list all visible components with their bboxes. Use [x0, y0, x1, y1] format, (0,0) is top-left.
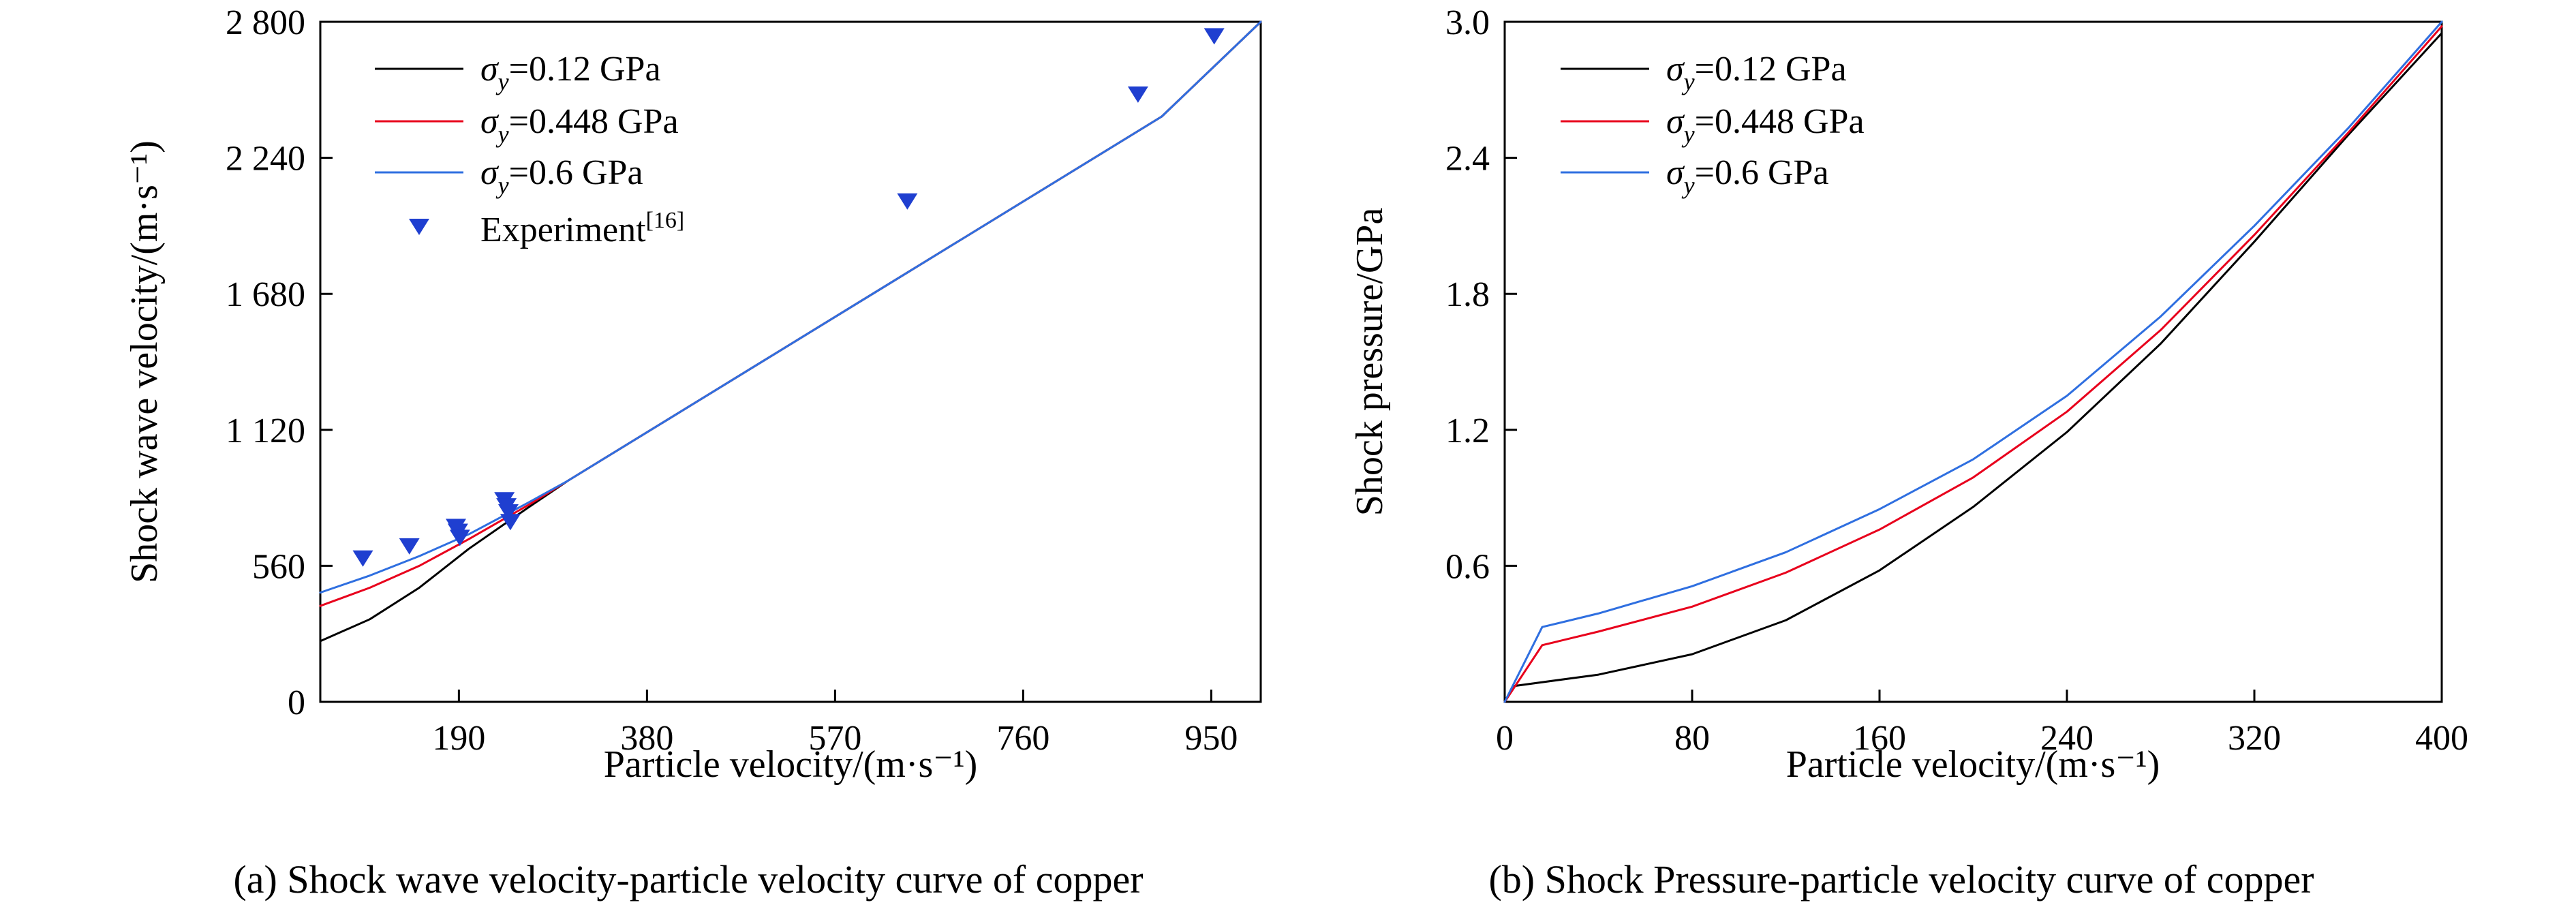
panel-a-y-axis-title: Shock wave velocity/(m·s⁻¹) — [123, 140, 166, 583]
panel-a-legend-subscript-1: y — [496, 121, 509, 148]
panel-b-series-line-1 — [1503, 25, 2443, 703]
panel-a-legend-marker-experiment — [409, 219, 429, 235]
panel-a-experiment-marker — [449, 529, 470, 546]
panel-a-experiment-marker — [498, 504, 519, 521]
panel-b-legend-label-2: σy=0.6 GPa — [1666, 153, 1829, 199]
panel-a-legend-label-2: σy=0.6 GPa — [480, 153, 643, 199]
panel-a-legend-value-2: =0.6 GPa — [509, 153, 643, 192]
panel-b-frame — [1503, 20, 2443, 703]
panel-a-legend-value-1: =0.448 GPa — [509, 102, 679, 141]
panel-a-caption: (a) Shock wave velocity-particle velocit… — [233, 857, 1143, 902]
panel-a-series-lines — [319, 20, 1262, 643]
panel-b-legend-item-0: σy=0.12 GPa — [1561, 50, 1847, 95]
panel-a-experiment-marker — [1203, 28, 1225, 45]
panel-b-y-tick-label: 1.8 — [1445, 275, 1490, 314]
panel-a-legend-label-0: σy=0.12 GPa — [480, 50, 661, 95]
panel-a-legend-experiment-text: Experiment — [480, 211, 646, 249]
panel-a-experiment-marker — [1127, 86, 1148, 103]
panel-b-legend-label-1: σy=0.448 GPa — [1666, 102, 1865, 148]
panel-a-legend-item-1: σy=0.448 GPa — [375, 102, 679, 148]
panel-b-legend-subscript-0: y — [1682, 68, 1695, 95]
panel-a-plot-area: 190 380 570 760 950 0 560 1 120 1 680 2 240 2 800 — [226, 3, 1262, 758]
panel-b-legend-item-1: σy=0.448 GPa — [1561, 102, 1865, 148]
panel-a-legend-label-1: σy=0.448 GPa — [480, 102, 679, 148]
panel-a-legend-value-0: =0.12 GPa — [509, 50, 661, 89]
panel-b-legend-subscript-1: y — [1682, 121, 1695, 148]
panel-a-legend: σy=0.12 GPa σy=0.448 GPa σy=0.6 GPa Expe… — [375, 50, 684, 249]
panel-a-legend-experiment-ref: [16] — [646, 208, 685, 233]
panel-a-y-tick-label: 1 680 — [226, 275, 305, 314]
panel-a-series-line-2 — [319, 20, 1262, 594]
panel-a-frame — [319, 20, 1262, 703]
panel-a-x-axis-title: Particle velocity/(m·s⁻¹) — [604, 743, 978, 786]
panel-a-x-tick-label: 760 — [996, 719, 1049, 758]
panel-b-y-tick-label: 0.6 — [1445, 547, 1490, 586]
panel-a-y-tick-label: 560 — [252, 547, 305, 586]
panel-b-y-tick-label: 3.0 — [1445, 3, 1490, 42]
panel-a-legend-subscript-2: y — [496, 172, 509, 199]
panel-a-y-ticks: 0 560 1 120 1 680 2 240 2 800 — [226, 3, 333, 722]
panel-a-experiment-marker — [352, 550, 373, 567]
panel-a-legend-symbol-0: σ — [480, 50, 500, 89]
panel-b-y-tick-label: 2.4 — [1445, 140, 1490, 179]
panel-b-plot-area: 0 80 160 240 320 400 0.6 1.2 1.8 2.4 3.0 — [1445, 3, 2468, 758]
panel-b-y-ticks: 0.6 1.2 1.8 2.4 3.0 — [1445, 3, 1517, 586]
panel-b-x-axis-title: Particle velocity/(m·s⁻¹) — [1786, 743, 2160, 786]
panel-a-experiment-marker — [500, 514, 521, 531]
panel-b-x-tick-label: 400 — [2415, 719, 2468, 758]
panel-a-x-tick-label: 570 — [808, 719, 861, 758]
panel-a-legend-subscript-0: y — [496, 68, 509, 95]
panel-b-series-line-2 — [1503, 20, 2443, 703]
panel-b-legend-symbol-0: σ — [1666, 50, 1685, 89]
panel-a-x-tick-label: 190 — [432, 719, 485, 758]
panel-b-series-line-0 — [1503, 32, 2443, 703]
panel-a-legend-item-2: σy=0.6 GPa — [375, 153, 643, 199]
panel-a-legend-item-0: σy=0.12 GPa — [375, 50, 661, 95]
panel-b-legend: σy=0.12 GPa σy=0.448 GPa σy=0.6 GPa — [1561, 50, 1865, 199]
panel-b-y-axis-title: Shock pressure/GPa — [1349, 208, 1391, 517]
panel-b-caption: (b) Shock Pressure-particle velocity cur… — [1488, 857, 2314, 902]
panel-b-x-ticks: 0 80 160 240 320 400 — [1496, 690, 2468, 758]
panel-b-legend-symbol-2: σ — [1666, 153, 1685, 192]
panel-b-x-tick-label: 320 — [2228, 719, 2281, 758]
panel-a-y-tick-label: 2 240 — [226, 140, 305, 179]
panel-a-y-tick-label: 1 120 — [226, 412, 305, 450]
panel-a-x-tick-label: 380 — [620, 719, 673, 758]
panel-a-legend-symbol-1: σ — [480, 102, 500, 141]
panel-b-legend-symbol-1: σ — [1666, 102, 1685, 141]
panel-b-y-tick-label: 1.2 — [1445, 412, 1490, 450]
panel-a-y-tick-label: 2 800 — [226, 3, 305, 42]
panel-b-legend-value-1: =0.448 GPa — [1695, 102, 1865, 141]
panel-a-legend-symbol-2: σ — [480, 153, 500, 192]
panel-a-x-tick-label: 950 — [1184, 719, 1238, 758]
panel-b-series-lines — [1503, 20, 2443, 703]
panel-a-experiment-marker — [897, 193, 918, 210]
panel-a-experiment-markers — [352, 28, 1225, 567]
panel-a-legend-label-experiment: Experiment[16] — [480, 208, 684, 249]
panel-b-legend-item-2: σy=0.6 GPa — [1561, 153, 1829, 199]
panel-b-x-tick-label: 160 — [1853, 719, 1906, 758]
panel-a: 190 380 570 760 950 0 560 1 120 1 680 2 240 2 800… — [123, 3, 1262, 902]
panel-b-legend-value-0: =0.12 GPa — [1695, 50, 1847, 89]
panel-b-legend-subscript-2: y — [1682, 172, 1695, 199]
panel-a-experiment-marker — [399, 538, 420, 555]
panel-a-legend-item-experiment: Experiment[16] — [409, 208, 684, 249]
panel-b-legend-value-2: =0.6 GPa — [1695, 153, 1829, 192]
panel-b: 0 80 160 240 320 400 0.6 1.2 1.8 2.4 3.0 Particle… — [1349, 3, 2468, 902]
panel-b-x-tick-label: 240 — [2040, 719, 2094, 758]
panel-b-x-tick-label: 80 — [1674, 719, 1710, 758]
panel-a-y-tick-label: 0 — [288, 683, 305, 722]
panel-a-x-ticks: 190 380 570 760 950 — [432, 690, 1238, 758]
panel-b-x-tick-label: 0 — [1496, 719, 1514, 758]
panel-b-legend-label-0: σy=0.12 GPa — [1666, 50, 1847, 95]
